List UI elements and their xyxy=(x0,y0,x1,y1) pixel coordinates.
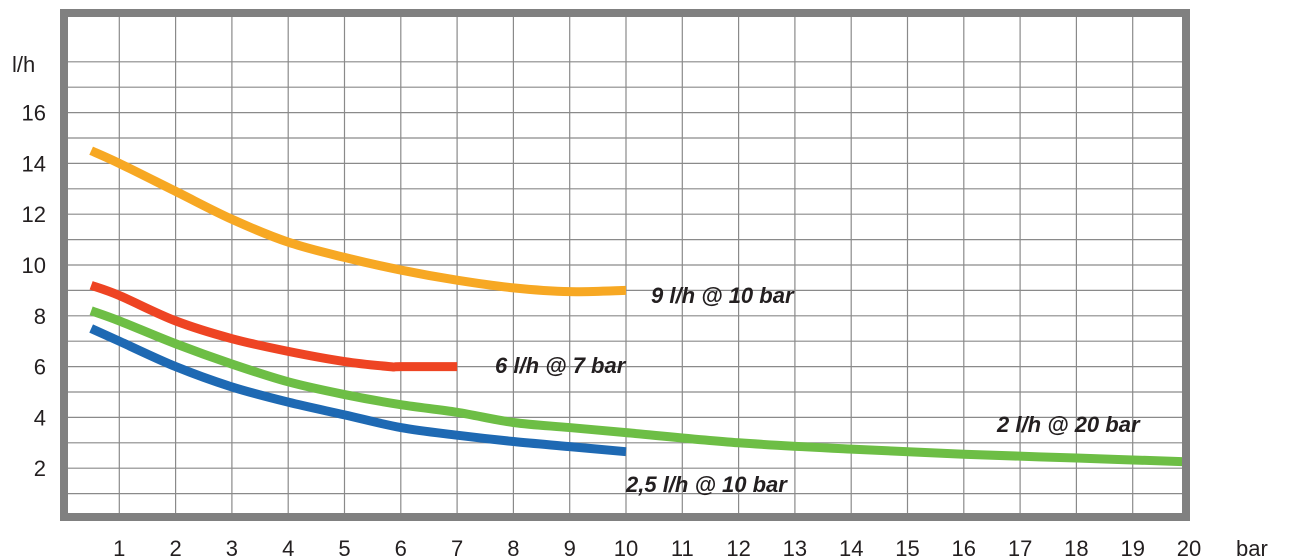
x-tick-label: 11 xyxy=(671,536,694,560)
x-axis-label: bar xyxy=(1236,536,1268,560)
y-tick-label: 12 xyxy=(22,202,46,227)
x-tick-label: 10 xyxy=(614,536,638,560)
x-tick-label: 16 xyxy=(952,536,976,560)
y-tick-label: 8 xyxy=(34,304,46,329)
y-tick-label: 4 xyxy=(34,405,46,430)
y-axis-ticks: 2 4 6 8 10 12 14 16 xyxy=(22,101,46,482)
y-tick-label: 6 xyxy=(34,355,46,380)
x-tick-label: 7 xyxy=(451,536,463,560)
series-label-9lh: 9 l/h @ 10 bar xyxy=(651,283,795,308)
x-tick-label: 19 xyxy=(1120,536,1144,560)
series-line-3 xyxy=(89,324,627,457)
series-line-1 xyxy=(89,281,458,372)
x-tick-label: 1 xyxy=(113,536,125,560)
plot-frame xyxy=(60,9,1190,521)
y-tick-label: 14 xyxy=(22,151,46,176)
x-tick-label: 13 xyxy=(783,536,807,560)
y-tick-label: 2 xyxy=(34,456,46,481)
x-tick-label: 17 xyxy=(1008,536,1032,560)
x-axis-ticks: 1 2 3 4 5 6 7 8 9 10 11 12 13 14 15 16 17 18 19 20 xyxy=(113,536,1201,560)
series-label-2-5lh: 2,5 l/h @ 10 bar xyxy=(625,472,788,497)
curves xyxy=(89,146,1190,467)
series-label-6lh: 6 l/h @ 7 bar xyxy=(495,353,627,378)
series-line-2 xyxy=(89,306,1190,467)
series-line-0 xyxy=(89,146,627,297)
x-tick-label: 3 xyxy=(226,536,238,560)
x-tick-label: 6 xyxy=(395,536,407,560)
x-tick-label: 18 xyxy=(1064,536,1088,560)
x-tick-label: 2 xyxy=(169,536,181,560)
y-tick-label: 10 xyxy=(22,253,46,278)
x-tick-label: 20 xyxy=(1177,536,1201,560)
x-tick-label: 12 xyxy=(726,536,750,560)
x-tick-label: 14 xyxy=(839,536,863,560)
series-label-2lh: 2 l/h @ 20 bar xyxy=(996,412,1141,437)
y-tick-label: 16 xyxy=(22,101,46,126)
x-tick-label: 9 xyxy=(564,536,576,560)
x-tick-label: 5 xyxy=(338,536,350,560)
x-tick-label: 4 xyxy=(282,536,294,560)
x-tick-label: 15 xyxy=(895,536,919,560)
grid xyxy=(64,13,1186,517)
y-axis-label: l/h xyxy=(12,52,35,77)
x-tick-label: 8 xyxy=(507,536,519,560)
